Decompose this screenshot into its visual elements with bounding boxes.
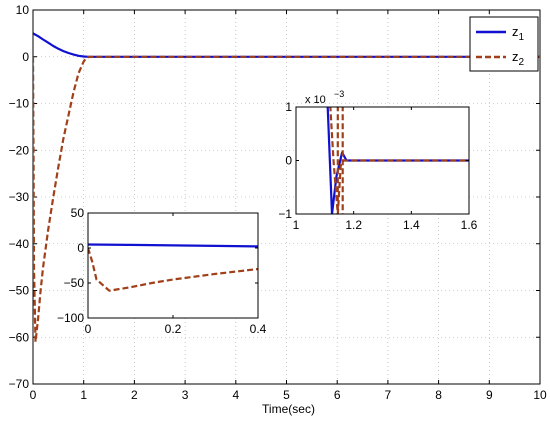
inset-area: [88, 213, 258, 318]
x-tick-label: 6: [334, 388, 341, 402]
inset-scale-label: x 10: [305, 94, 326, 106]
y-tick-label: −20: [9, 143, 30, 157]
series-line-z1: [88, 243, 258, 248]
inset-y-tick-label: −100: [57, 311, 84, 325]
inset-scale-exponent: −3: [334, 89, 344, 99]
legend-label-z2: z2: [512, 49, 525, 68]
inset-x-tick-label: 0.4: [250, 322, 267, 336]
y-tick-label: −50: [9, 284, 30, 298]
series-line-z2: [33, 55, 540, 343]
x-tick-label: 1: [80, 388, 87, 402]
inset-right-plot: 1 1.2 1.4 1.6 1 0 −1 x 10 −3: [278, 89, 477, 232]
legend-box: [469, 16, 539, 72]
y-tick-label: −60: [9, 330, 30, 344]
inset-y-tick-label: 0: [285, 154, 292, 168]
x-tick-label: 8: [435, 388, 442, 402]
inset-y-tick-label: 1: [285, 100, 292, 114]
x-tick-label: 3: [182, 388, 189, 402]
series-line-z2-seg0: [329, 107, 469, 214]
y-tick-label: 0: [22, 50, 29, 64]
x-axis-label: Time(sec): [262, 402, 315, 416]
x-tick-label: 2: [131, 388, 138, 402]
series-line-z2: [88, 247, 258, 292]
y-tick-label: 10: [16, 3, 30, 17]
legend-label-z1: z1: [512, 24, 525, 43]
y-tick-label: −10: [9, 97, 30, 111]
inset-x-tick-label: 0: [85, 322, 92, 336]
x-tick-label: 0: [30, 388, 37, 402]
y-tick-label: −40: [9, 237, 30, 251]
y-tick-label: −30: [9, 190, 30, 204]
x-tick-label: 4: [232, 388, 239, 402]
x-tick-label: 5: [283, 388, 290, 402]
inset-x-tick-label: 1.2: [345, 218, 362, 232]
inset-y-tick-label: −1: [278, 207, 292, 221]
x-tick-label: 7: [385, 388, 392, 402]
y-tick-label: −70: [9, 377, 30, 391]
inset-y-tick-label: 50: [71, 206, 85, 220]
inset-x-tick-label: 1.6: [461, 218, 478, 232]
inset-x-tick-label: 1.4: [403, 218, 420, 232]
x-tick-label: 10: [533, 388, 547, 402]
inset-y-tick-label: −50: [64, 276, 85, 290]
inset-left-plot: 0 0.2 0.4 50 0 −50 −100: [57, 206, 267, 336]
inset-x-tick-label: 1: [293, 218, 300, 232]
x-tick-label: 9: [486, 388, 493, 402]
inset-y-tick-label: 0: [77, 241, 84, 255]
inset-x-tick-label: 0.2: [165, 322, 182, 336]
